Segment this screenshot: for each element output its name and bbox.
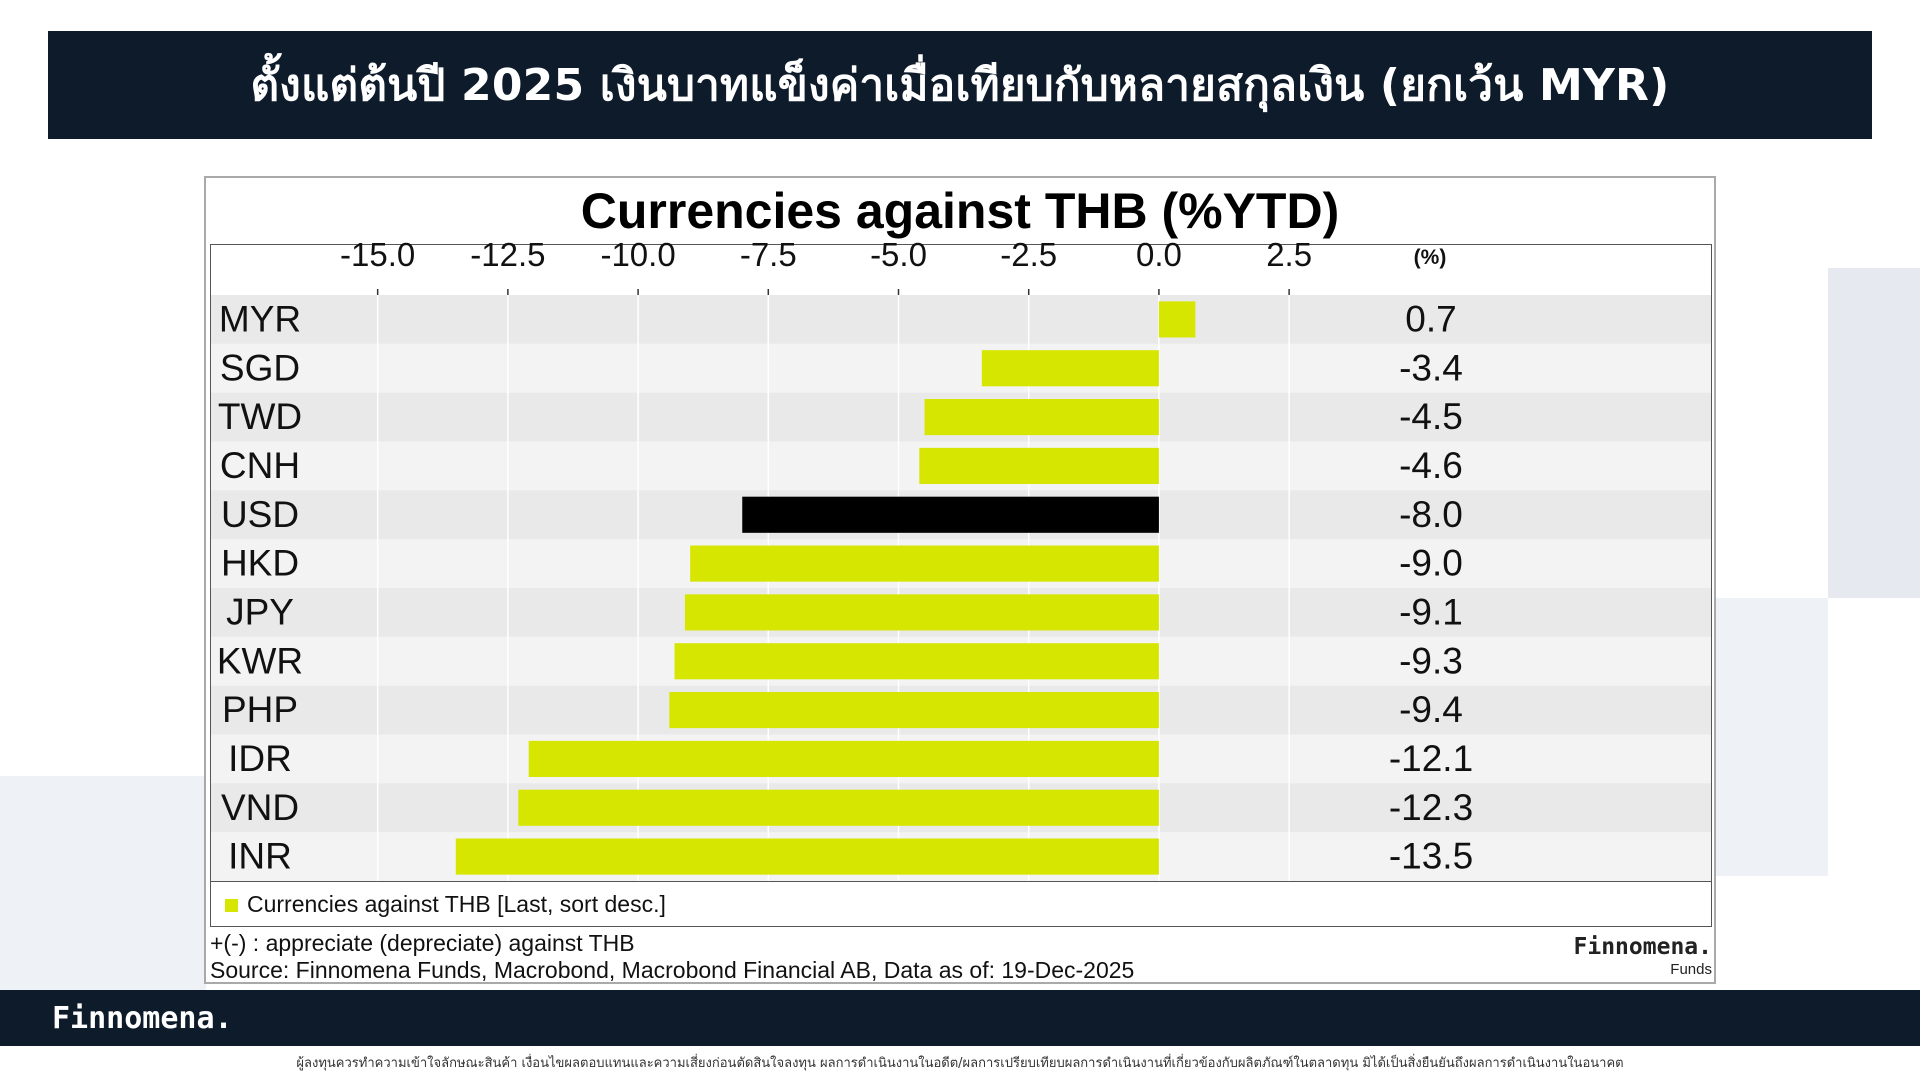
x-tick-label: 2.5 [1266, 236, 1312, 273]
value-label: -9.3 [1399, 640, 1463, 681]
category-label: VND [221, 787, 299, 828]
bar-kwr [674, 643, 1159, 680]
legend-swatch [225, 899, 238, 912]
x-tick-label: -15.0 [340, 236, 415, 273]
value-label: 0.7 [1405, 298, 1456, 339]
row-band [211, 295, 1711, 344]
bar-myr [1158, 301, 1196, 338]
category-label: PHP [222, 689, 298, 730]
chart-source: Source: Finnomena Funds, Macrobond, Macr… [210, 957, 1135, 983]
bar-usd [742, 496, 1159, 533]
x-tick-label: -10.0 [600, 236, 675, 273]
category-label: HKD [221, 543, 299, 584]
value-label: -9.0 [1399, 543, 1463, 584]
x-tick-label: -7.5 [740, 236, 797, 273]
row-band [211, 343, 1711, 393]
category-label: KWR [217, 640, 303, 681]
footer-logo: Finnomena. [52, 1001, 233, 1036]
chart-brand-sub: Funds [1670, 961, 1712, 978]
bar-inr [455, 838, 1159, 875]
disclaimer-text: ผู้ลงทุนควรทำความเข้าใจลักษณะสินค้า เงื่… [296, 1056, 1624, 1071]
bar-sgd [981, 350, 1159, 387]
legend: Currencies against THB [Last, sort desc.… [210, 881, 1712, 927]
legend-label: Currencies against THB [Last, sort desc.… [247, 891, 666, 917]
decor-block [1714, 598, 1828, 876]
value-label: -3.4 [1399, 347, 1463, 388]
unit-label: (%) [1414, 246, 1447, 269]
x-tick-label: 0.0 [1136, 236, 1182, 273]
category-label: CNH [220, 445, 300, 486]
value-label: -9.1 [1399, 591, 1463, 632]
bar-jpy [684, 594, 1159, 631]
category-label: INR [228, 836, 292, 877]
chart-title: Currencies against THB (%YTD) [580, 183, 1340, 239]
page-title: ตั้งแต่ต้นปี 2025 เงินบาทแข็งค่าเมื่อเที… [250, 60, 1670, 111]
x-axis-band [210, 244, 1712, 295]
bar-vnd [518, 789, 1159, 826]
bar-twd [924, 399, 1159, 436]
chart-note: +(-) : appreciate (depreciate) against T… [210, 930, 635, 956]
footer-bar: Finnomena. [0, 990, 1920, 1046]
value-label: -13.5 [1389, 836, 1473, 877]
bar-php [669, 692, 1159, 729]
category-label: SGD [220, 347, 300, 388]
bar-hkd [690, 545, 1159, 582]
bar-cnh [919, 447, 1159, 484]
decor-block [0, 776, 206, 992]
title-banner: ตั้งแต่ต้นปี 2025 เงินบาทแข็งค่าเมื่อเที… [48, 31, 1872, 139]
x-tick-label: -12.5 [470, 236, 545, 273]
x-tick-label: -2.5 [1000, 236, 1057, 273]
x-tick-label: -5.0 [870, 236, 927, 273]
value-label: -12.3 [1389, 787, 1473, 828]
category-label: USD [221, 494, 299, 535]
value-label: -4.5 [1399, 396, 1463, 437]
category-label: MYR [219, 298, 301, 339]
bar-chart: -15.0 -12.5 -10.0 -7.5 -5.0 -2.5 0.0 2.5 (%) MYR 0… [211, 236, 1711, 881]
chart-panel: Currencies against THB (%YTD) -15.0 -12.5… [204, 176, 1716, 984]
value-label: -12.1 [1389, 738, 1473, 779]
chart-brand-name: Finnomena. [1573, 934, 1712, 960]
category-label: JPY [226, 591, 294, 632]
bar-idr [528, 740, 1159, 777]
value-label: -8.0 [1399, 494, 1463, 535]
value-label: -9.4 [1399, 689, 1463, 730]
value-label: -4.6 [1399, 445, 1463, 486]
decor-block [1828, 268, 1920, 598]
category-label: IDR [228, 738, 292, 779]
chart-brand-logo: Finnomena. Funds [1574, 933, 1712, 979]
category-label: TWD [218, 396, 302, 437]
